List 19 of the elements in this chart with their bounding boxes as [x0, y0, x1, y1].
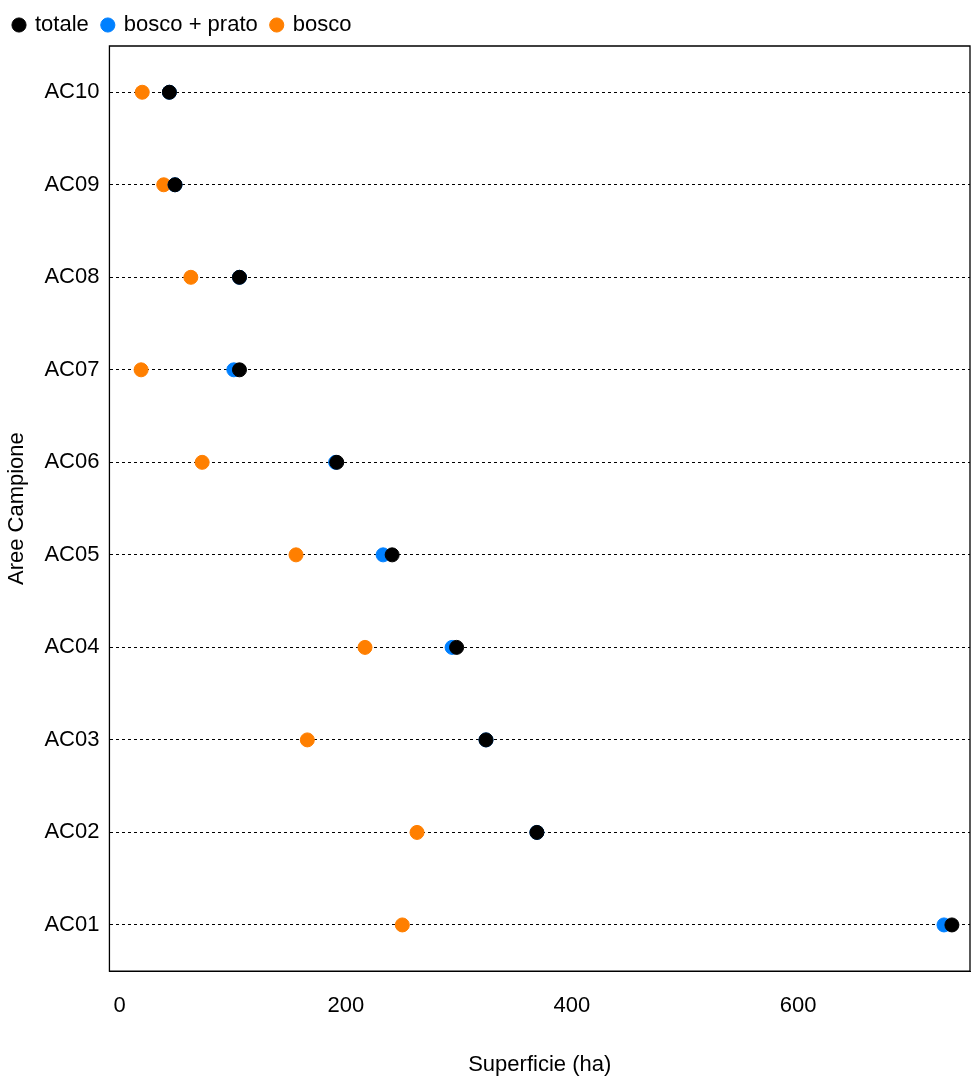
legend-label: totale [35, 11, 89, 37]
y-tick-label: AC10 [44, 78, 100, 104]
y-tick-label: AC02 [44, 818, 100, 844]
x-tick-label: 200 [327, 992, 365, 1018]
y-tick-label: AC09 [44, 170, 100, 196]
y-axis-title: Aree Campione [3, 432, 29, 586]
legend-label: bosco [292, 11, 352, 37]
y-tick-label: AC08 [44, 263, 100, 289]
legend-label: bosco + prato [123, 11, 258, 37]
y-tick-label: AC05 [44, 540, 100, 566]
y-tick-label: AC01 [44, 911, 100, 936]
y-tick-label: AC07 [44, 355, 100, 381]
x-tick-label: 0 [113, 992, 126, 1018]
y-tick-label: AC04 [44, 633, 100, 659]
x-tick-label: 400 [553, 992, 591, 1018]
x-axis-title: Superficie (ha) [468, 1050, 612, 1076]
y-tick-label: AC03 [44, 725, 100, 751]
y-tick-label: AC06 [44, 448, 100, 474]
x-tick-label: 600 [779, 992, 817, 1018]
